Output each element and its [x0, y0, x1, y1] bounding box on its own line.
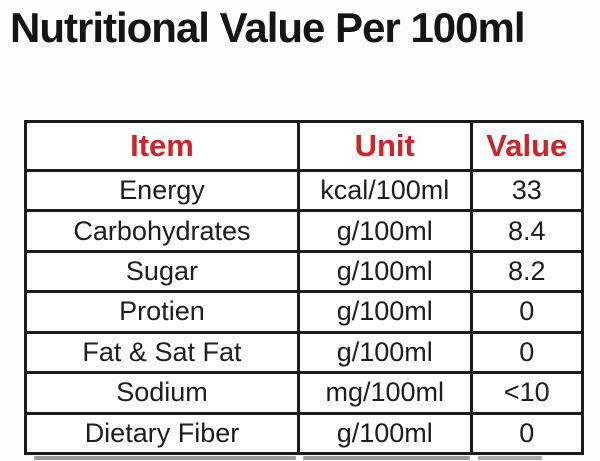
item-cell: Carbohydrates — [24, 209, 300, 253]
next-table-edge-segment — [34, 456, 296, 460]
unit-cell: g/100ml — [296, 330, 473, 375]
value-cell: 0 — [469, 411, 585, 456]
table-row: Energy kcal/100ml 33 — [24, 168, 585, 213]
table-row: Dietary Fiber g/100ml 0 — [24, 411, 585, 456]
table-row: Carbohydrates g/100ml 8.4 — [24, 209, 585, 253]
unit-cell: g/100ml — [296, 209, 473, 253]
next-table-edge — [0, 456, 600, 461]
item-cell: Sodium — [24, 371, 300, 415]
value-cell: 33 — [469, 168, 585, 213]
nutrition-table-container: Item Unit Value Energy kcal/100ml 33 Carboh… — [24, 120, 585, 456]
table-body: Energy kcal/100ml 33 Carbohydrates g/100ml 8.… — [24, 168, 585, 456]
table-row: Fat & Sat Fat g/100ml 0 — [24, 330, 585, 375]
page-title: Nutritional Value Per 100ml — [10, 4, 526, 51]
next-table-edge-segment — [303, 456, 470, 460]
value-cell: 0 — [469, 290, 585, 334]
item-cell: Protien — [24, 290, 300, 334]
value-cell: 8.2 — [469, 249, 585, 294]
item-cell: Dietary Fiber — [24, 411, 300, 456]
header-item: Item — [24, 120, 300, 172]
item-cell: Energy — [24, 168, 300, 213]
table-header: Item Unit Value — [24, 120, 585, 172]
table-row: Sugar g/100ml 8.2 — [24, 249, 585, 294]
value-cell: 8.4 — [469, 209, 585, 253]
table-row: Sodium mg/100ml <10 — [24, 371, 585, 415]
table-row: Protien g/100ml 0 — [24, 290, 585, 334]
value-cell: <10 — [469, 371, 585, 415]
unit-cell: mg/100ml — [296, 371, 473, 415]
value-cell: 0 — [469, 330, 585, 375]
header-unit: Unit — [296, 120, 473, 172]
nutrition-table: Item Unit Value Energy kcal/100ml 33 Carboh… — [24, 120, 585, 456]
unit-cell: kcal/100ml — [296, 168, 473, 213]
unit-cell: g/100ml — [296, 290, 473, 334]
unit-cell: g/100ml — [296, 411, 473, 456]
item-cell: Sugar — [24, 249, 300, 294]
header-row: Item Unit Value — [24, 120, 585, 172]
item-cell: Fat & Sat Fat — [24, 330, 300, 375]
next-table-edge-segment — [478, 456, 542, 460]
unit-cell: g/100ml — [296, 249, 473, 294]
header-value: Value — [469, 120, 585, 172]
